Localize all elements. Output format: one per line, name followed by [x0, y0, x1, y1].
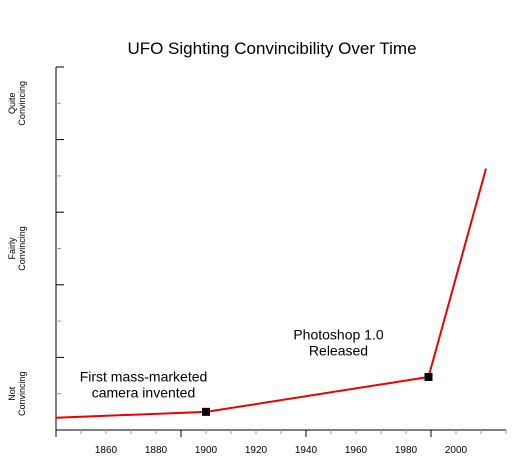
x-tick-label: 1900: [195, 445, 218, 456]
data-point-marker: [202, 407, 210, 416]
annotation-text: Photoshop 1.0: [293, 326, 384, 342]
x-tick-label: 1980: [395, 445, 418, 456]
annotation-text: camera invented: [92, 384, 196, 400]
series-group: [55, 168, 487, 419]
x-tick-label: 1960: [345, 445, 368, 456]
series-line: [55, 168, 487, 419]
y-category-label-line1: Quite: [7, 93, 17, 115]
y-category-label-line2: Convincing: [17, 226, 27, 271]
data-point-marker: [424, 373, 433, 382]
annotation-text: Released: [309, 342, 368, 358]
x-tick-label: 1860: [95, 445, 118, 456]
annotation-text: First mass-marketed: [80, 368, 208, 384]
x-tick-label: 1920: [245, 445, 268, 456]
y-category-label-line1: Fairly: [7, 237, 17, 259]
x-tick-label: 2000: [445, 445, 468, 456]
chart-title: UFO Sighting Convincibility Over Time: [127, 39, 416, 58]
y-category-label-line1: Not: [7, 386, 17, 401]
x-axis: 1860 1880 1900 1920 1940 1960 1980 2000: [55, 429, 507, 456]
y-axis: [55, 66, 64, 431]
x-tick-label: 1940: [295, 445, 318, 456]
marker-group: [202, 373, 433, 416]
y-category-label-line2: Convincing: [17, 371, 27, 416]
x-tick-label: 1880: [145, 445, 168, 456]
y-category-label-line2: Convincing: [17, 81, 27, 126]
